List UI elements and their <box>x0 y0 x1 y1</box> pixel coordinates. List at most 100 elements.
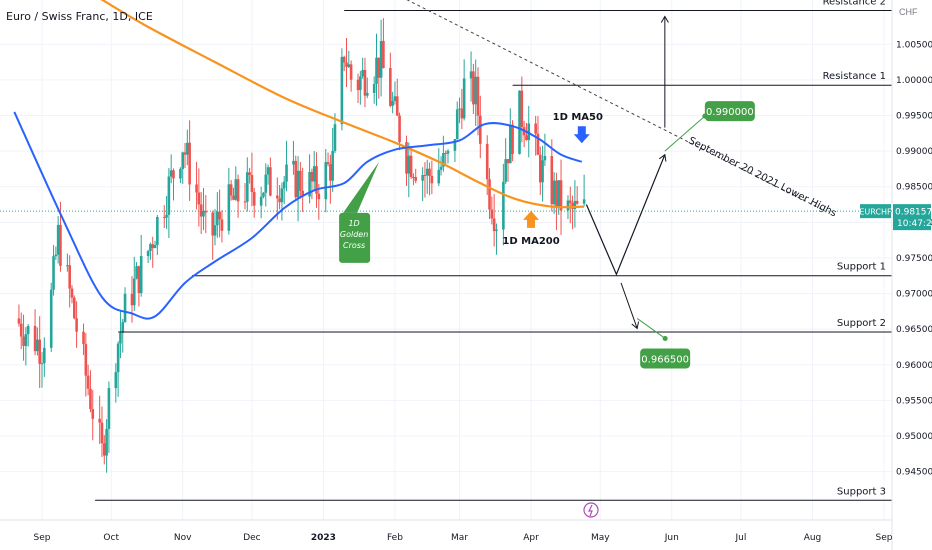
candle-body <box>59 224 62 266</box>
candle-body <box>33 325 37 352</box>
last-price-value: 0.981570 <box>895 208 932 218</box>
grid <box>0 0 892 520</box>
x-tick-label: 2023 <box>311 533 336 543</box>
candle-body <box>543 156 547 161</box>
x-tick-label: Jun <box>664 533 679 543</box>
candle-body <box>278 198 281 203</box>
trendline-label: September 20 2021 Lower Highs <box>687 135 839 219</box>
candle-body <box>324 162 328 200</box>
candle-body <box>151 244 155 249</box>
candle-body <box>243 201 247 203</box>
candle-body <box>282 181 286 189</box>
candle-body <box>568 200 572 203</box>
candle-body <box>68 265 71 289</box>
candle-body <box>204 210 208 213</box>
candle-body <box>315 166 318 194</box>
candle-body <box>66 265 69 267</box>
candle-body <box>541 160 544 183</box>
x-tick-label: May <box>591 533 610 543</box>
y-tick-label: 0.990000 <box>896 147 932 157</box>
candle-body <box>349 64 353 80</box>
candle-body <box>317 193 321 200</box>
candle-body <box>312 166 316 182</box>
candle-body <box>149 244 152 252</box>
candle-body <box>363 69 367 96</box>
countdown: 10:47:26 <box>897 219 932 229</box>
candle-body <box>72 297 76 319</box>
y-axis-background <box>892 0 932 550</box>
candle-body <box>299 170 302 191</box>
candle-body <box>395 96 399 116</box>
candle-body <box>232 195 235 200</box>
candle-body <box>17 318 21 324</box>
candle-body <box>156 217 159 245</box>
x-tick-label: Sep <box>876 533 893 543</box>
symbol-label: EURCHF <box>859 208 892 217</box>
candle-body <box>40 363 44 365</box>
candle-body <box>137 266 141 294</box>
candle-body <box>342 56 346 63</box>
candle-body <box>534 123 537 134</box>
candle-body <box>389 68 392 106</box>
candle-body <box>100 422 104 444</box>
candle-body <box>421 175 424 181</box>
candle-body <box>488 179 491 210</box>
level-name: Support 2 <box>837 318 886 329</box>
candle-body <box>372 83 376 93</box>
candle-body <box>162 217 166 219</box>
x-tick-label: Oct <box>103 533 119 543</box>
ma200-arrow <box>523 210 540 228</box>
candle-body <box>538 154 542 183</box>
candle-body <box>119 332 122 344</box>
candle-body <box>218 211 221 220</box>
x-tick-label: Aug <box>804 533 822 543</box>
candle-body <box>393 96 397 102</box>
candle-body <box>566 200 570 211</box>
candle-body <box>326 162 330 165</box>
candle-body <box>575 200 579 204</box>
candle-body <box>458 108 461 110</box>
candle-body <box>181 152 185 169</box>
candle-body <box>391 101 394 106</box>
candle-body <box>252 192 256 206</box>
candle-body <box>130 293 134 306</box>
symbol-badge <box>860 204 891 219</box>
ma50-annotation: 1D MA50 <box>553 112 603 123</box>
x-axis: Sep Oct Nov Dec 2023 Feb Mar Apr May Jun Jul Aug Sep <box>0 519 893 543</box>
candle-body <box>132 278 136 306</box>
symbol-title: Euro / Swiss Franc, 1D, ICE <box>6 10 153 23</box>
candle-body <box>379 40 383 78</box>
candle-body <box>345 62 348 67</box>
candle-body <box>490 209 494 219</box>
candle-body <box>375 57 378 84</box>
candle-body <box>557 180 561 208</box>
candle-body <box>236 179 240 202</box>
candle-body <box>183 152 187 155</box>
candle-body <box>340 56 344 125</box>
event-icon[interactable] <box>583 502 599 518</box>
candle-body <box>52 256 55 290</box>
candle-body <box>555 180 558 208</box>
candle-body <box>22 336 25 346</box>
candle-body <box>506 159 510 164</box>
targets: 0.990000 0.966500 <box>631 15 755 369</box>
x-tick-label: Mar <box>451 533 468 543</box>
arrowhead <box>658 153 667 162</box>
candle-body <box>202 210 205 217</box>
candle-body <box>527 123 531 141</box>
candle-body <box>167 176 171 215</box>
last-price-badge <box>893 204 931 231</box>
candle-body <box>485 143 489 180</box>
candle-body <box>229 184 233 196</box>
candle-body <box>262 192 265 197</box>
candle-body <box>292 160 295 165</box>
candle-body <box>356 79 360 91</box>
arrowhead <box>660 15 669 23</box>
golden-cross-label: 1D <box>348 219 359 228</box>
candle-body <box>520 90 524 128</box>
candle-body <box>211 212 215 236</box>
horizontal-levels: Resistance 21.009750Resistance 10.999250… <box>95 0 932 508</box>
